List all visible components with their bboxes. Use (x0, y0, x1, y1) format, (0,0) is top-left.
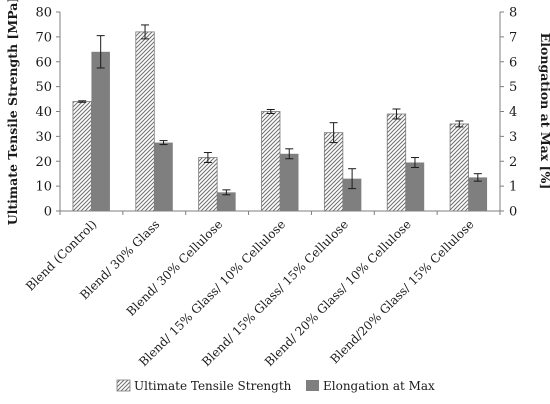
y-axis-title: Ultimate Tensile Strength [MPa] (5, 0, 20, 225)
y2-tick-label: 3 (509, 130, 517, 145)
bar-tensile (261, 111, 281, 212)
bar-tensile (386, 113, 407, 212)
bar-elongation (342, 178, 362, 211)
legend-swatch-tensile (116, 379, 131, 392)
y-tick-label: 10 (35, 180, 52, 195)
y2-tick-label: 5 (509, 80, 517, 95)
y2-tick-label: 0 (509, 205, 517, 220)
y2-tick-label: 6 (509, 55, 517, 70)
legend: Ultimate Tensile Strength Elongation at … (116, 379, 435, 393)
y2-tick-label: 4 (509, 105, 517, 120)
bar-elongation (217, 192, 236, 211)
y2-tick-label: 1 (509, 180, 517, 195)
y2-tick-label: 2 (509, 155, 517, 170)
legend-label-elongation: Elongation at Max (323, 379, 435, 393)
bar-elongation (468, 177, 488, 211)
bar-tensile (198, 157, 218, 212)
legend-label-tensile: Ultimate Tensile Strength (134, 379, 292, 393)
bar-elongation (280, 153, 299, 211)
y-tick-label: 60 (35, 55, 52, 70)
y-tick-label: 0 (44, 205, 52, 220)
y2-tick-label: 7 (509, 30, 517, 45)
y-tick-label: 30 (35, 130, 52, 145)
bar-elongation (405, 162, 425, 211)
bar-tensile (449, 123, 469, 212)
legend-swatch-elongation (306, 380, 319, 391)
y-tick-label: 50 (35, 80, 52, 95)
y-tick-label: 40 (35, 105, 52, 120)
y-tick-label: 20 (35, 155, 52, 170)
bar-elongation (91, 51, 110, 211)
x-category-label: Blend/20% Glass/ 15% Cellulose (328, 217, 477, 366)
bar-tensile (72, 101, 92, 212)
y2-tick-label: 8 (509, 6, 517, 21)
y-tick-label: 80 (35, 6, 52, 21)
bar-elongation (154, 142, 173, 211)
bar-tensile (135, 31, 155, 212)
y-tick-label: 70 (35, 30, 52, 45)
bar-tensile (323, 132, 344, 212)
y2-axis-title: Elongation at Max [%] (538, 33, 550, 190)
